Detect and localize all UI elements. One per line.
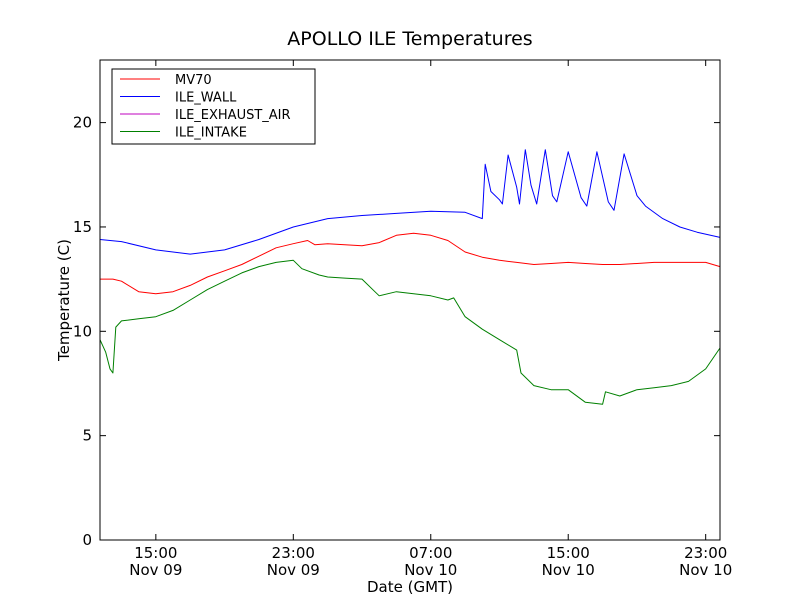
x-tick-label-time: 23:00 <box>272 544 315 562</box>
series-line-ile-wall <box>99 149 721 255</box>
y-tick-label: 20 <box>73 114 92 132</box>
chart-title: APOLLO ILE Temperatures <box>287 28 532 50</box>
x-tick-label-date: Nov 10 <box>679 561 732 579</box>
x-tick-label-date: Nov 10 <box>404 561 457 579</box>
y-axis-label: Temperature (C) <box>55 239 73 362</box>
series-line-ile-intake <box>99 259 721 405</box>
plot-frame <box>99 59 721 541</box>
series-line-mv70 <box>100 232 721 295</box>
x-tick-label-time: 15:00 <box>134 544 177 562</box>
x-tick-label-time: 15:00 <box>547 544 590 562</box>
x-tick-label-time: 07:00 <box>409 544 452 562</box>
legend-label: ILE_WALL <box>175 91 237 106</box>
x-tick-label-date: Nov 09 <box>129 561 182 579</box>
x-axis-label: Date (GMT) <box>367 578 453 596</box>
y-tick-label: 10 <box>73 322 92 340</box>
series-layer <box>99 149 721 405</box>
x-tick-label-date: Nov 10 <box>542 561 595 579</box>
legend-label: MV70 <box>175 73 212 88</box>
legend-label: ILE_EXHAUST_AIR <box>175 108 291 123</box>
x-tick-label-date: Nov 09 <box>267 561 320 579</box>
y-tick-label: 15 <box>73 218 92 236</box>
x-tick-label-time: 23:00 <box>684 544 727 562</box>
legend: MV70 ILE_WALL ILE_EXHAUST_AIR ILE_INTAKE <box>111 68 316 145</box>
y-tick-label: 0 <box>82 531 92 549</box>
legend-label: ILE_INTAKE <box>175 126 247 141</box>
y-tick-label: 5 <box>82 427 92 445</box>
